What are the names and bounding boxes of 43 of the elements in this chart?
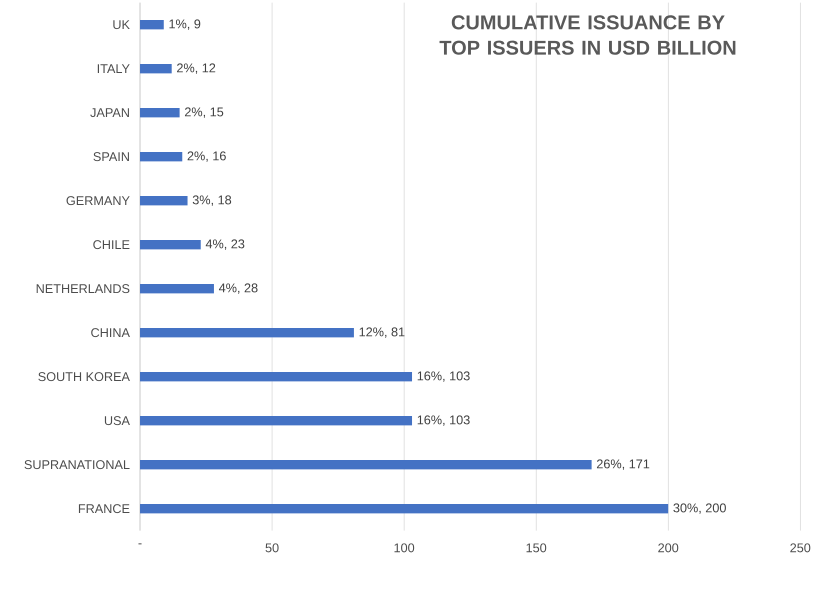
bar: [140, 196, 188, 206]
data-label: 4%, 28: [218, 283, 258, 294]
y-tick-label: CHINA: [91, 328, 130, 338]
data-label: 12%, 81: [360, 327, 404, 338]
y-tick-label: SPAIN: [93, 152, 129, 162]
bar: [140, 108, 180, 118]
bar: [140, 504, 668, 514]
text: CUMULATIVE ISSUANCE BY TOP ISSUERS IN USD BILLION: [440, 15, 736, 55]
x-tick-label: 200: [658, 543, 678, 552]
data-label: 3%, 18: [192, 195, 232, 206]
x-tick-label: 50: [266, 543, 279, 552]
bar: [140, 152, 182, 162]
y-tick-label: ITALY: [98, 64, 130, 74]
bar: [140, 460, 592, 470]
y-tick-label: NETHERLANDS: [36, 284, 130, 294]
y-tick-label: UK: [113, 20, 130, 30]
bar: [140, 328, 354, 338]
bar: [140, 372, 412, 382]
data-label: 2%, 16: [188, 151, 226, 162]
data-label: 2%, 15: [184, 107, 224, 118]
y-tick-label: SOUTH KOREA: [38, 372, 130, 382]
data-label: 1%, 9: [169, 19, 200, 30]
x-tick-label: 250: [790, 543, 810, 552]
data-label: 4%, 23: [206, 239, 244, 250]
x-tick-label: 150: [526, 543, 546, 552]
bar: [140, 416, 412, 426]
bar: [140, 20, 164, 30]
y-tick-label: GERMANY: [66, 196, 130, 206]
bar: [140, 240, 201, 250]
y-tick-label: USA: [104, 416, 130, 426]
y-tick-label: SUPRANATIONAL: [24, 460, 130, 470]
y-tick-label: CHILE: [93, 240, 130, 250]
data-label: 16%, 103: [418, 415, 470, 426]
y-tick-label: JAPAN: [90, 108, 129, 118]
x-tick-label: 100: [394, 543, 414, 552]
bar: [140, 64, 172, 74]
bar: [140, 284, 214, 294]
x-tick-label: -: [138, 543, 142, 544]
data-label: 16%, 103: [418, 371, 470, 382]
data-label: 30%, 200: [673, 503, 726, 514]
data-label: 2%, 12: [177, 63, 216, 74]
data-label: 26%, 171: [596, 459, 650, 470]
y-tick-label: FRANCE: [78, 504, 130, 514]
